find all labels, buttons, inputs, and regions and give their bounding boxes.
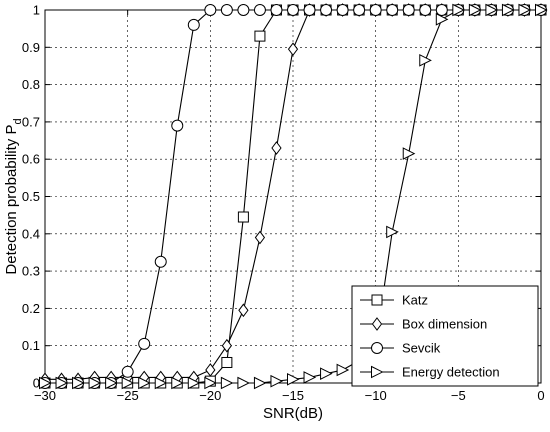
data-point-sevcik	[402, 4, 415, 16]
data-point-energy-detection	[535, 3, 548, 17]
y-axis-label: Detection probability Pd	[3, 118, 24, 274]
data-point-katz	[237, 211, 249, 223]
legend: Katz Box dimension Sevcik Energy detection	[351, 285, 539, 387]
data-point-sevcik	[204, 4, 217, 16]
data-point-energy-detection	[253, 376, 267, 390]
axes: −30 −25 −20 −15 −10 −5 0 0 0.1 0.2 0.3 0.4 0.5 0.6 0.7…	[22, 3, 545, 404]
data-point-energy-detection	[72, 376, 85, 390]
y-tick-label: 0.6	[22, 152, 40, 167]
data-point-sevcik	[237, 4, 250, 16]
data-point-sevcik	[270, 4, 283, 16]
data-point-energy-detection	[55, 376, 69, 390]
y-tick-label: 0.3	[22, 264, 40, 279]
data-point-box-dimension	[205, 363, 216, 377]
y-tick-label: 0.4	[22, 226, 40, 241]
data-point-energy-detection	[303, 371, 317, 384]
data-point-sevcik	[419, 4, 432, 16]
x-tick-label: −20	[199, 388, 221, 403]
x-tick-label: −10	[365, 388, 387, 403]
x-tick-label: −15	[282, 388, 304, 403]
data-point-sevcik	[303, 4, 316, 16]
data-point-energy-detection	[287, 372, 300, 386]
y-axis-label-main: Detection probability P	[3, 125, 20, 275]
legend-marker-sevcik	[371, 342, 383, 354]
data-point-energy-detection	[138, 376, 151, 390]
data-point-energy-detection	[39, 376, 52, 390]
data-point-sevcik	[435, 4, 448, 16]
data-point-sevcik	[154, 255, 167, 268]
data-point-sevcik	[121, 365, 134, 378]
legend-marker-box-dimension	[371, 317, 383, 331]
data-point-energy-detection	[320, 367, 333, 380]
y-tick-label: 0.7	[22, 114, 40, 129]
data-point-sevcik	[287, 4, 299, 16]
y-tick-label: 0.5	[22, 189, 40, 204]
data-point-energy-detection	[485, 3, 499, 17]
y-tick-label: 0	[33, 376, 40, 391]
data-point-energy-detection	[154, 376, 168, 390]
data-point-energy-detection	[237, 376, 251, 390]
data-point-box-dimension	[271, 141, 282, 155]
data-point-sevcik	[220, 4, 233, 16]
data-point-katz	[254, 30, 266, 42]
x-tick-label: −30	[34, 388, 56, 403]
data-point-sevcik	[187, 18, 200, 31]
y-tick-label: 1	[33, 3, 40, 18]
data-point-energy-detection	[419, 54, 432, 67]
data-point-sevcik	[386, 4, 399, 16]
y-axis-label-group: Detection probability Pd	[3, 118, 24, 274]
data-point-energy-detection	[88, 376, 102, 390]
data-point-energy-detection	[204, 376, 217, 390]
y-tick-label: 0.9	[22, 40, 40, 55]
x-axis-label: SNR(dB)	[263, 405, 323, 422]
series-sevcik	[39, 4, 547, 389]
y-tick-label: 0.2	[22, 301, 40, 316]
data-point-energy-detection	[105, 376, 118, 390]
data-point-box-dimension	[287, 42, 299, 56]
data-point-energy-detection	[402, 147, 416, 160]
legend-label-sevcik: Sevcik	[402, 341, 441, 356]
data-point-sevcik	[171, 119, 184, 132]
x-tick-label: −25	[117, 388, 139, 403]
data-point-energy-detection	[171, 376, 184, 390]
data-point-energy-detection	[220, 376, 234, 390]
data-point-box-dimension	[254, 230, 266, 245]
legend-marker-katz	[371, 294, 383, 306]
data-point-box-dimension	[238, 303, 249, 318]
legend-label-box-dimension: Box dimension	[402, 317, 487, 332]
data-point-sevcik	[353, 4, 366, 16]
legend-label-energy-detection: Energy detection	[402, 365, 500, 380]
data-point-sevcik	[320, 4, 333, 16]
data-point-energy-detection	[270, 374, 284, 388]
data-point-energy-detection	[501, 3, 515, 17]
data-point-energy-detection	[336, 363, 350, 377]
legend-marker-energy-detection	[371, 365, 384, 379]
data-point-energy-detection	[187, 376, 201, 390]
data-point-energy-detection	[435, 13, 449, 26]
data-point-box-dimension	[221, 338, 232, 353]
legend-label-katz: Katz	[402, 293, 428, 308]
data-point-energy-detection	[468, 3, 482, 17]
y-tick-label: 0.1	[22, 338, 40, 353]
x-tick-label: −5	[451, 388, 466, 403]
x-tick-label: 0	[537, 388, 544, 403]
y-tick-label: 0.8	[22, 77, 40, 92]
data-point-energy-detection	[518, 3, 532, 17]
y-axis-label-subscript: d	[12, 118, 24, 124]
data-point-sevcik	[336, 4, 349, 16]
data-point-energy-detection	[121, 376, 135, 390]
data-point-sevcik	[253, 4, 266, 16]
series-layer	[39, 3, 548, 390]
series-energy-detection	[39, 3, 548, 390]
data-point-sevcik	[369, 4, 382, 16]
legend-box	[351, 285, 539, 387]
data-point-energy-detection	[386, 225, 399, 239]
data-point-energy-detection	[452, 3, 465, 17]
data-point-sevcik	[138, 337, 151, 350]
data-point-katz	[221, 356, 233, 368]
